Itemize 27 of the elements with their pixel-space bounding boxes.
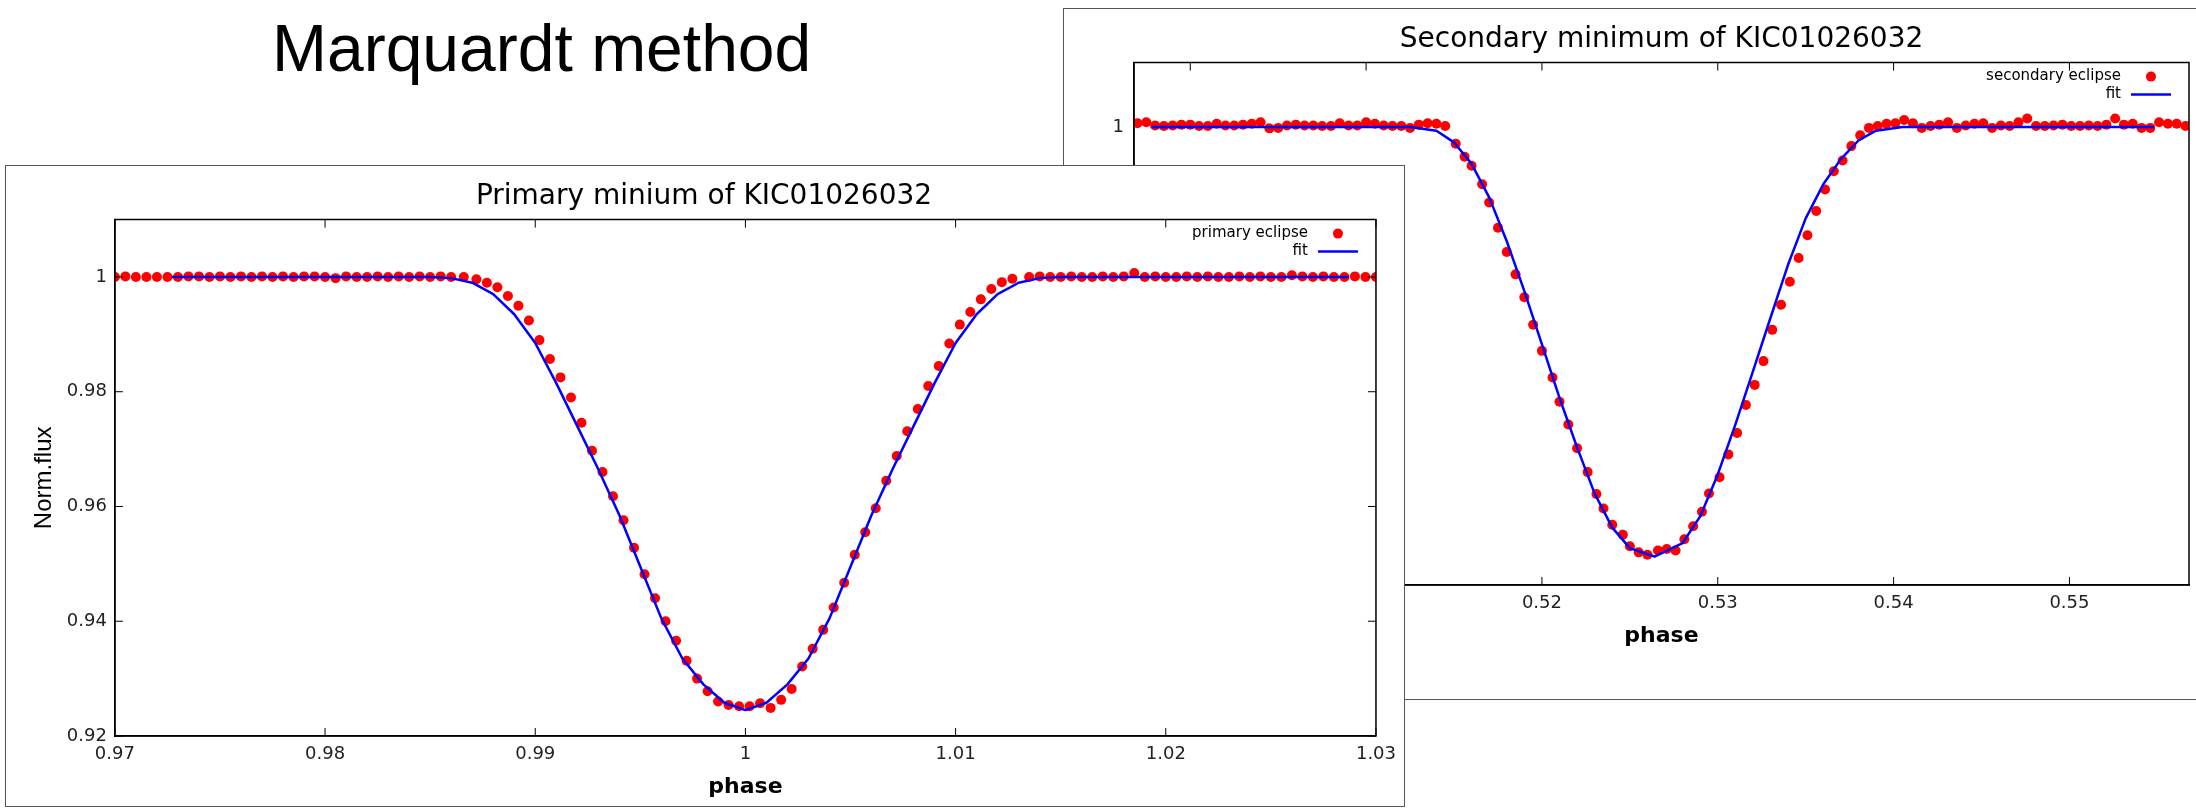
y-tick-label: 0.98 [66,379,107,401]
x-axis-title: phase [1624,621,1699,647]
legend-label: primary eclipse [1192,223,1308,242]
x-tick-label: 0.55 [2049,591,2090,613]
x-tick-label: 1.01 [935,742,976,764]
y-axis-title: Norm.flux [29,426,57,530]
x-tick-label: 0.97 [94,742,135,764]
x-tick-label: 0.99 [515,742,556,764]
x-axis-title: phase [708,772,783,798]
y-tick-label: 0.94 [66,608,107,630]
chart-title: Secondary minimum of KIC01026032 [1399,21,1924,55]
x-tick-label: 1 [739,742,752,764]
chart-title: Primary minium of KIC01026032 [475,178,933,212]
y-tick-label: 0.96 [66,494,107,516]
legend-label: fit [2105,84,2122,103]
y-tick-label: 0.92 [66,723,107,745]
text: Marquardt method [272,10,812,86]
x-tick-label: 1.03 [1355,742,1396,764]
x-tick-label: 1.02 [1145,742,1186,764]
legend-label: secondary eclipse [1986,66,2121,85]
y-tick-label: 1 [95,264,107,286]
x-tick-label: 0.54 [1873,591,1914,613]
text: 1 [1112,114,1124,136]
x-tick-label: 0.98 [305,742,346,764]
x-tick-label: 0.53 [1697,591,1738,613]
x-tick-label: 0.52 [1521,591,1562,613]
legend-label: fit [1292,241,1309,260]
